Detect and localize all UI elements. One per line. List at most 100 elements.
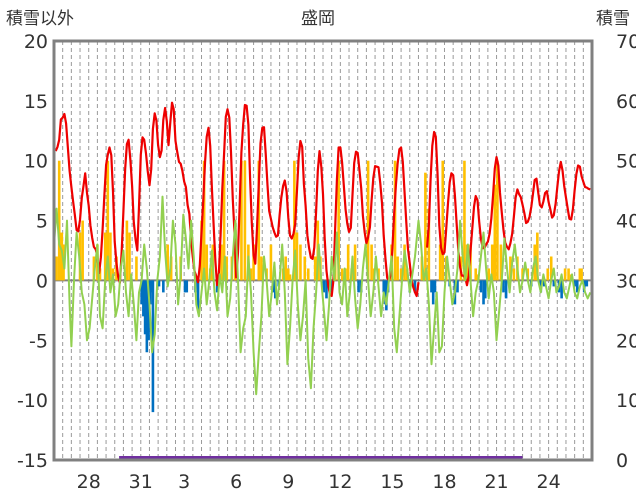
left-axis-label: 積雪以外 — [6, 9, 74, 29]
x-tick-label: 24 — [537, 471, 561, 493]
lines-layer — [53, 101, 592, 396]
value-bar — [286, 268, 290, 281]
value-bar — [125, 220, 129, 281]
value-bar — [185, 280, 189, 293]
x-tick-label: 3 — [178, 471, 190, 493]
value-bar — [512, 268, 516, 281]
right-axis-label: 積雪 — [596, 9, 630, 29]
value-bar — [183, 280, 187, 293]
value-bar — [382, 280, 386, 293]
y-left-tick-label: 0 — [36, 270, 48, 292]
value-bar — [585, 280, 589, 287]
value-bar — [196, 280, 200, 311]
value-bar — [377, 268, 380, 281]
value-bar — [149, 280, 152, 305]
value-bar — [441, 160, 445, 281]
x-tick-label: 9 — [282, 471, 294, 493]
value-bar — [431, 280, 435, 305]
value-bar — [306, 268, 310, 281]
y-left-tick-label: 15 — [24, 91, 48, 113]
value-bar — [396, 256, 399, 281]
value-bar — [243, 160, 247, 281]
value-bar — [142, 280, 145, 317]
value-bar — [220, 244, 223, 281]
x-tick-label: 31 — [129, 471, 153, 493]
value-bar — [413, 280, 417, 293]
value-bar — [479, 280, 483, 293]
x-tick-label: 18 — [432, 471, 456, 493]
value-bar — [143, 280, 147, 335]
value-bar — [496, 160, 499, 281]
value-bar — [295, 232, 299, 281]
value-bar — [337, 160, 340, 281]
value-bar — [205, 244, 209, 281]
value-bar — [549, 256, 553, 281]
y-right-tick-label: 10 — [616, 390, 636, 412]
value-bar — [499, 244, 503, 281]
value-bar — [106, 160, 110, 281]
value-bar — [560, 280, 563, 299]
value-bar — [249, 268, 253, 281]
value-bar — [225, 256, 228, 281]
y-right-tick-label: 50 — [616, 151, 636, 173]
y-right-tick-label: 20 — [616, 330, 636, 352]
y-left-tick-label: 5 — [36, 211, 48, 233]
value-bar — [482, 280, 485, 305]
value-bar — [438, 244, 442, 281]
value-bar — [427, 208, 431, 281]
value-bar — [313, 256, 317, 281]
x-tick-label: 15 — [380, 471, 404, 493]
y-left-tick-label: 10 — [24, 151, 48, 173]
frame-layer — [52, 39, 594, 462]
x-tick-label: 6 — [230, 471, 242, 493]
value-bar — [269, 244, 273, 281]
value-bar — [257, 160, 261, 281]
value-bar — [573, 280, 576, 287]
value-bar — [463, 160, 466, 281]
value-bar — [504, 280, 508, 299]
value-bar — [490, 244, 494, 281]
value-bar — [202, 160, 206, 281]
value-bar — [272, 280, 275, 293]
value-bar — [393, 160, 397, 281]
value-bar — [147, 280, 150, 341]
value-bar — [502, 280, 505, 293]
value-bar — [366, 160, 370, 281]
y-left-tick-label: -15 — [17, 450, 48, 472]
value-bar — [509, 256, 512, 281]
snow-depth-bar — [119, 456, 523, 460]
value-bar — [399, 268, 403, 281]
y-left-tick-label: -10 — [17, 390, 48, 412]
value-bar — [162, 280, 165, 293]
y-right-tick-label: 70 — [616, 31, 636, 53]
value-bar — [357, 280, 360, 293]
value-bar — [575, 280, 579, 293]
value-bar — [325, 280, 328, 299]
value-bar — [322, 280, 326, 293]
value-bar — [252, 244, 255, 281]
value-bar — [57, 160, 61, 281]
x-tick-label: 21 — [484, 471, 508, 493]
value-bar — [103, 232, 107, 281]
value-bar — [580, 268, 583, 281]
value-bar — [140, 280, 143, 305]
value-bar — [260, 256, 263, 281]
value-bar — [81, 220, 84, 281]
y-left-tick-label: -5 — [29, 330, 48, 352]
value-bar — [288, 274, 292, 281]
value-bar — [353, 244, 357, 281]
y-right-tick-label: 30 — [616, 270, 636, 292]
value-bar — [284, 256, 287, 281]
y-right-tick-label: 40 — [616, 211, 636, 233]
value-bar — [546, 268, 550, 281]
value-bar — [98, 268, 102, 281]
value-bar — [536, 232, 539, 281]
value-bar — [346, 244, 350, 281]
value-bar — [128, 232, 131, 281]
y-right-tick-label: 0 — [616, 450, 628, 472]
value-bar — [493, 184, 497, 281]
value-bar — [578, 268, 582, 281]
y-right-tick-label: 60 — [616, 91, 636, 113]
value-bar — [552, 280, 556, 287]
